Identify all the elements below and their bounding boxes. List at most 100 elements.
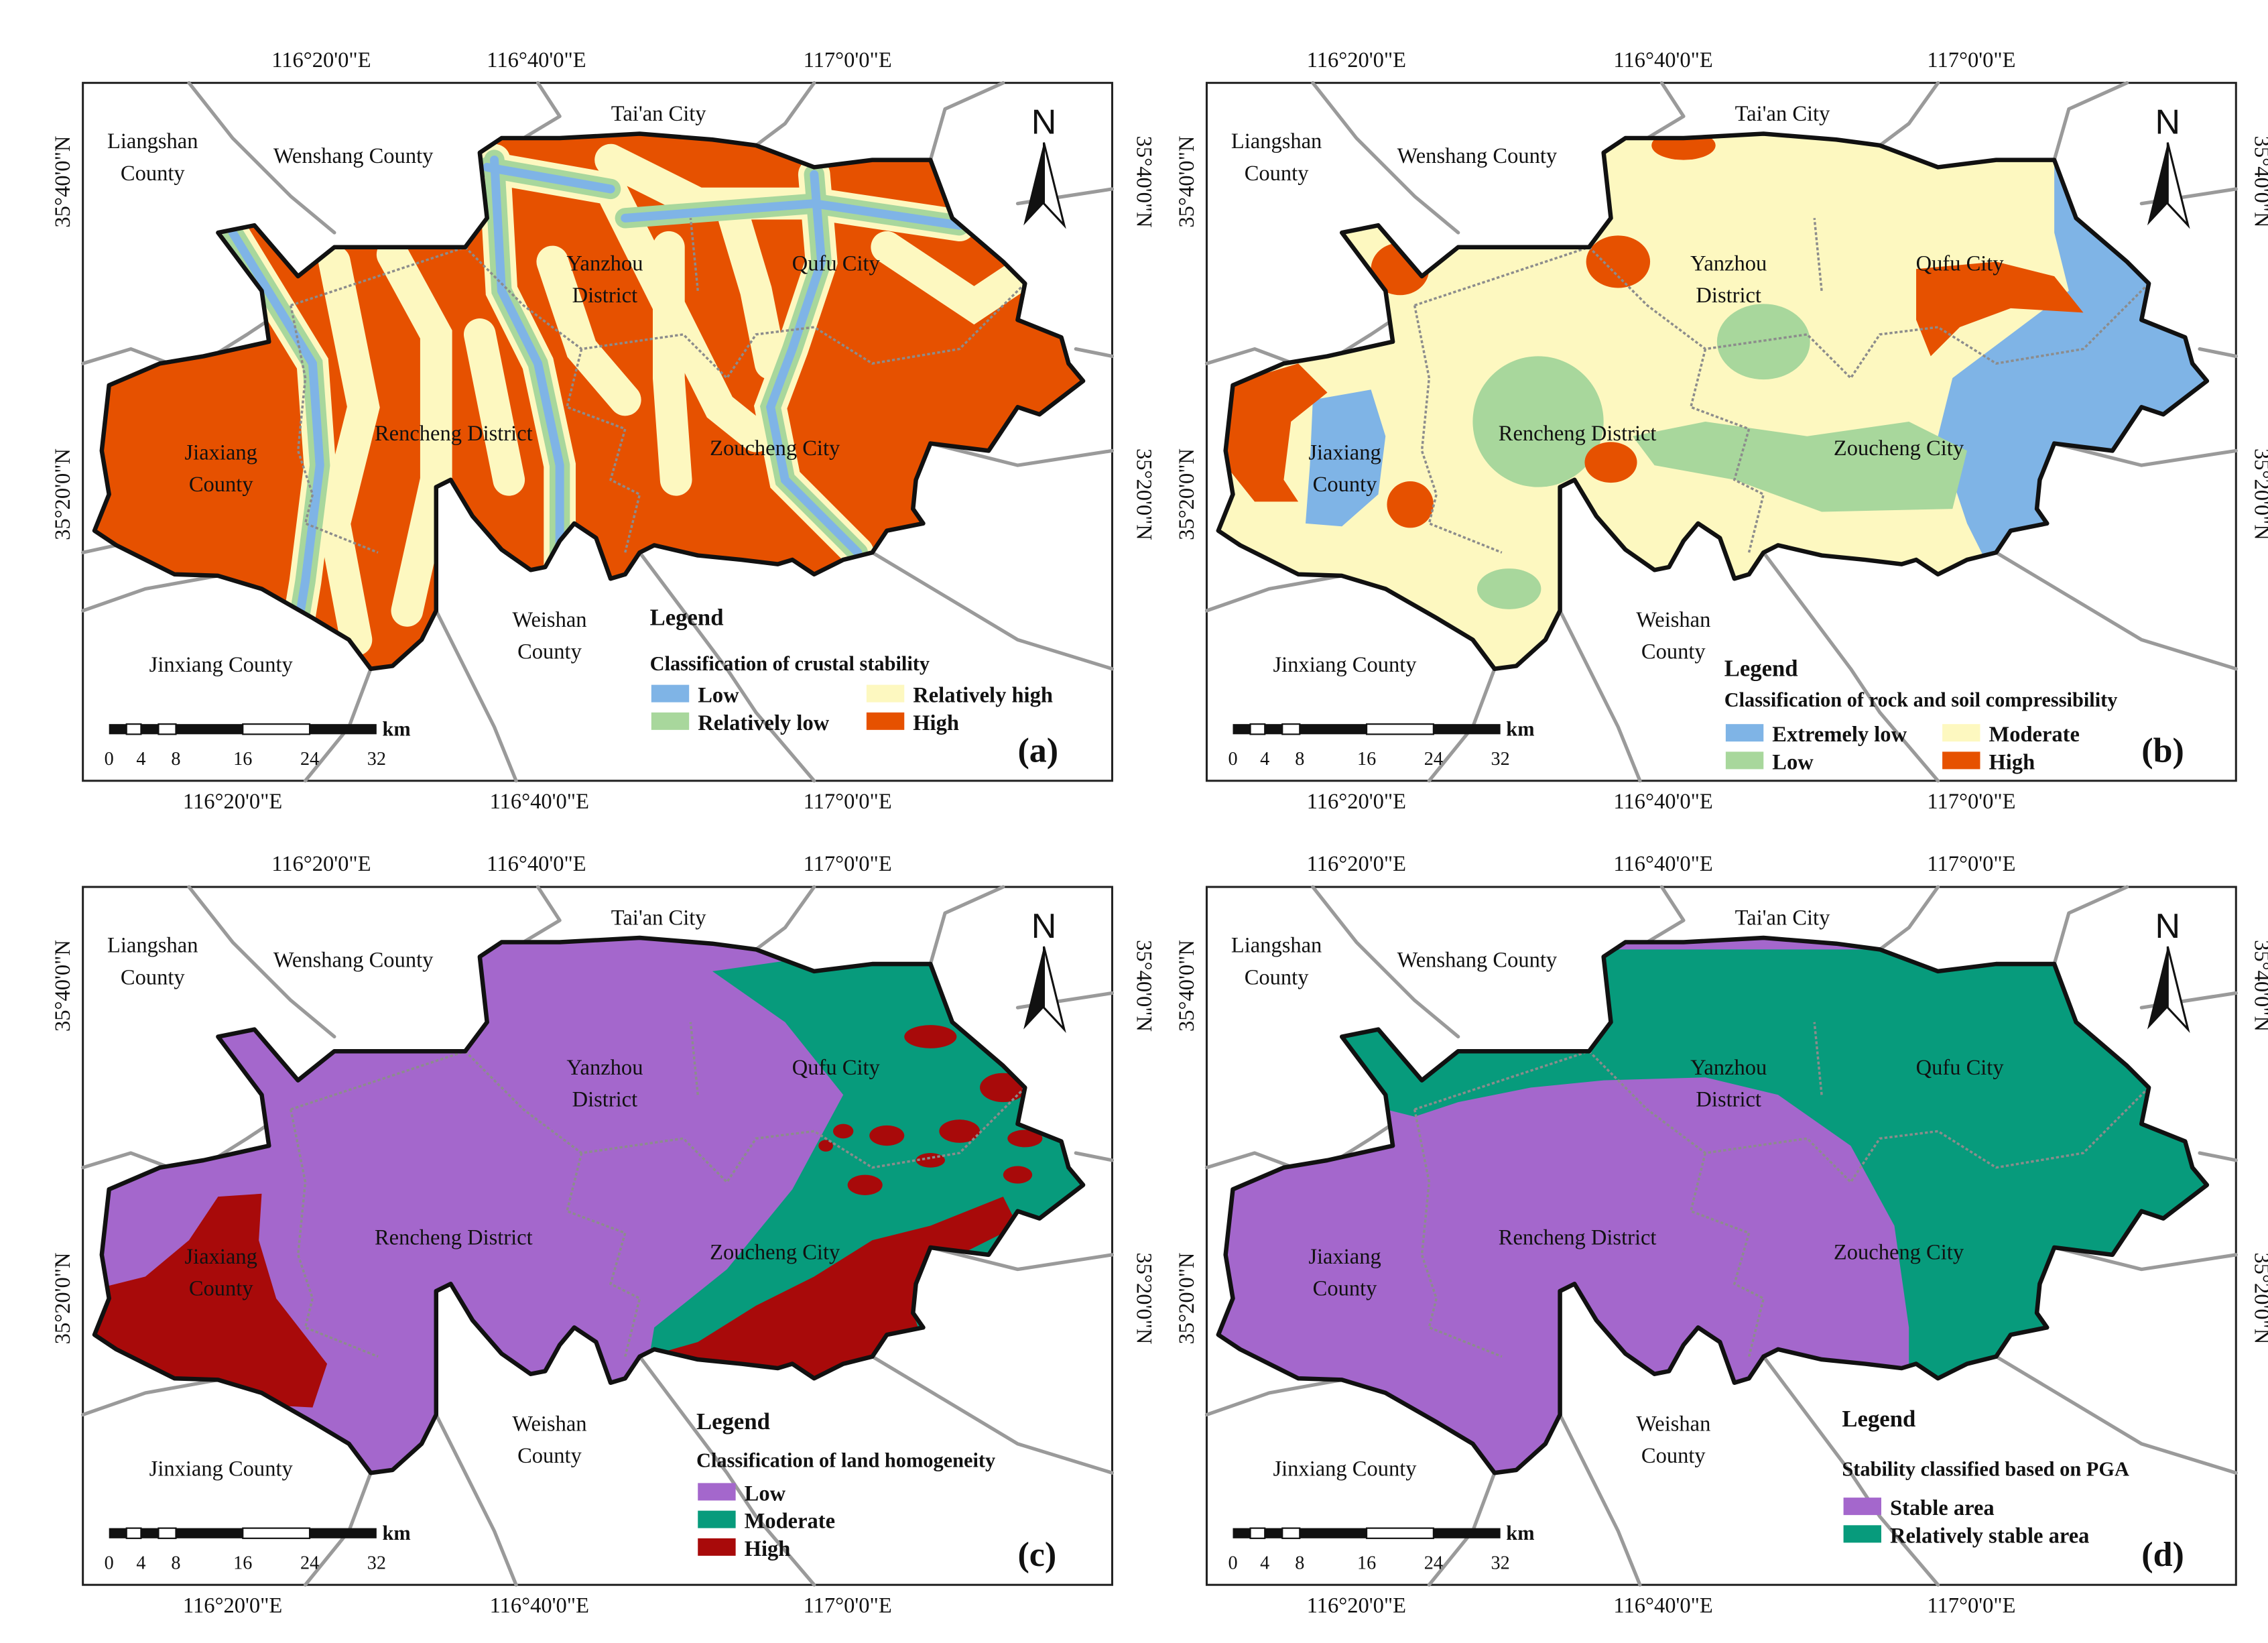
- lon-label-bottom: 116°20'0"E: [183, 1593, 282, 1618]
- scale-tick: 32: [367, 749, 386, 770]
- north-arrow-icon: [1023, 947, 1044, 1030]
- lon-label-top: 116°40'0"E: [1613, 852, 1712, 876]
- place-label: Jiaxiang: [185, 440, 257, 465]
- north-arrow-icon: [1042, 142, 1066, 229]
- scale-bar: km 0 4 8 16 24 32: [105, 718, 411, 770]
- panel-label: (a): [1017, 732, 1058, 770]
- lat-label-right: 35°40'0"N: [2249, 136, 2268, 228]
- lon-label-bottom: 117°0'0"E: [804, 1593, 892, 1618]
- legend-item-label: Extremely low: [1772, 723, 1907, 747]
- lat-label-left: 35°20'0"N: [51, 1252, 75, 1344]
- place-label: Qufu City: [1916, 1056, 2005, 1080]
- legend: Legend Stability classified based on PGA…: [1842, 1406, 2129, 1548]
- lon-label-bottom: 117°0'0"E: [1927, 790, 2015, 814]
- place-label: County: [517, 640, 582, 664]
- place-label: District: [1696, 284, 1761, 308]
- lon-label-top: 117°0'0"E: [1927, 852, 2015, 876]
- extremely-low-zone: [1305, 389, 1386, 527]
- panel-b: 116°20'0"E 116°40'0"E 117°0'0"E 116°20'0…: [1175, 48, 2268, 814]
- legend-swatch: [1843, 1498, 1881, 1516]
- scale-tick: 32: [1491, 1553, 1510, 1573]
- lon-label-top: 116°20'0"E: [271, 48, 371, 72]
- north-arrow-icon: [1023, 142, 1044, 226]
- legend-item-label: Relatively high: [913, 684, 1053, 708]
- road-network: [81, 81, 1115, 783]
- lon-label-bottom: 116°40'0"E: [1613, 1593, 1712, 1618]
- place-label: Tai'an City: [1735, 102, 1830, 126]
- legend-subtitle: Classification of land homogeneity: [696, 1449, 995, 1472]
- lat-label-left: 35°40'0"N: [51, 136, 75, 228]
- place-label: Jinxiang County: [149, 653, 294, 677]
- scale-unit: km: [383, 718, 411, 741]
- coordinate-labels: 116°20'0"E 116°40'0"E 117°0'0"E 116°20'0…: [1175, 48, 2268, 814]
- place-label: Zoucheng City: [710, 1240, 840, 1264]
- district-boundaries: [1413, 1022, 2150, 1358]
- lon-label-top: 116°40'0"E: [487, 48, 586, 72]
- legend-item-label: Stable area: [1890, 1496, 1995, 1520]
- lon-label-bottom: 117°0'0"E: [804, 790, 892, 814]
- place-label: Liangshan: [1231, 934, 1322, 958]
- legend-title: Legend: [1842, 1406, 1915, 1432]
- north-arrow-icon: [2147, 947, 2168, 1030]
- place-label: Weishan: [512, 608, 586, 632]
- scale-tick: 0: [1228, 1553, 1237, 1573]
- north-arrow-icon: [2166, 142, 2190, 229]
- legend-swatch: [698, 1538, 736, 1556]
- scale-unit: km: [1506, 718, 1534, 741]
- place-label: Tai'an City: [611, 906, 706, 930]
- scale-tick: 32: [1491, 749, 1510, 770]
- lon-label-bottom: 116°20'0"E: [1307, 790, 1406, 814]
- coordinate-labels: 116°20'0"E 116°40'0"E 117°0'0"E 116°20'0…: [51, 852, 1155, 1618]
- legend-item-label: Low: [698, 684, 739, 708]
- place-label: Weishan: [1636, 608, 1710, 632]
- panel-d: 116°20'0"E 116°40'0"E 117°0'0"E 116°20'0…: [1175, 852, 2268, 1618]
- legend-item-label: Moderate: [1989, 723, 2080, 747]
- legend-item-label: High: [913, 711, 959, 735]
- legend-item-label: Relatively stable area: [1890, 1524, 2089, 1548]
- scale-tick: 0: [105, 749, 114, 770]
- legend-title: Legend: [696, 1408, 770, 1435]
- scale-tick: 16: [1357, 1553, 1376, 1573]
- place-label: Wenshang County: [273, 144, 434, 168]
- district-boundaries: [1413, 218, 2150, 554]
- legend-swatch: [1942, 724, 1980, 742]
- legend-swatch: [698, 1510, 736, 1528]
- place-label: Liangshan: [107, 934, 198, 958]
- legend-swatch: [651, 712, 690, 730]
- scale-tick: 24: [1424, 1553, 1443, 1573]
- scale-tick: 16: [233, 749, 252, 770]
- legend-swatch: [1725, 751, 1764, 770]
- relatively-stable-zone: [1327, 949, 2207, 1430]
- legend-title: Legend: [1724, 656, 1798, 682]
- north-arrow-icon: [2166, 946, 2190, 1033]
- place-label: County: [517, 1444, 582, 1468]
- place-label: Jiaxiang: [185, 1245, 257, 1269]
- place-label: County: [1245, 162, 1309, 186]
- place-label: Zoucheng City: [710, 436, 840, 461]
- place-label: County: [1641, 640, 1706, 664]
- place-label: Jinxiang County: [1273, 653, 1417, 677]
- place-label: Tai'an City: [611, 102, 706, 126]
- lat-label-left: 35°20'0"N: [1175, 1252, 1199, 1344]
- legend: Legend Classification of crustal stabili…: [650, 605, 1053, 735]
- place-label: Jiaxiang: [1308, 440, 1381, 465]
- panel-label: (d): [2141, 1536, 2184, 1574]
- place-label: County: [1313, 473, 1377, 497]
- legend-item-label: Moderate: [745, 1510, 835, 1534]
- place-label: Qufu City: [1916, 251, 2005, 276]
- place-label: Yanzhou: [1690, 1056, 1767, 1080]
- scale-tick: 24: [300, 1553, 319, 1573]
- lon-label-top: 117°0'0"E: [804, 852, 892, 876]
- legend-item-label: Low: [1772, 750, 1814, 774]
- scale-tick: 8: [171, 749, 180, 770]
- lon-label-top: 116°20'0"E: [1307, 852, 1406, 876]
- place-label: Yanzhou: [566, 251, 643, 276]
- place-label: Weishan: [512, 1412, 586, 1436]
- scale-tick: 8: [171, 1553, 180, 1573]
- high-zones: [1225, 133, 2084, 528]
- north-arrow-label: N: [2155, 103, 2181, 142]
- place-label: Rencheng District: [375, 1226, 533, 1250]
- legend-swatch: [1725, 724, 1764, 742]
- lat-label-left: 35°20'0"N: [51, 448, 75, 540]
- lon-label-bottom: 116°40'0"E: [490, 1593, 589, 1618]
